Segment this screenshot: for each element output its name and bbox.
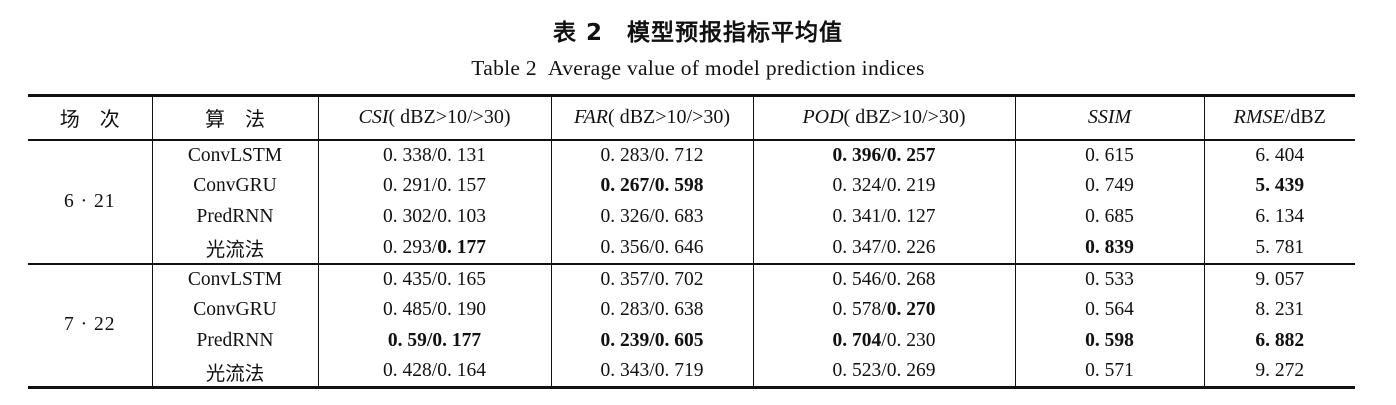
- value-cell: 0. 357/0. 702: [551, 263, 754, 295]
- value-cell: 5. 439: [1255, 175, 1305, 196]
- value-cell: 6. 882: [1255, 330, 1305, 351]
- column-header: FAR( dBZ>10/>30): [551, 95, 754, 141]
- value-cell: 0. 343/0. 719: [551, 356, 754, 388]
- table-row: ConvGRU 0. 291/0. 157 0. 267/0. 598 0. 324/…: [28, 170, 1355, 202]
- column-header: SSIM: [1015, 95, 1205, 141]
- value-cell: 0. 428/0. 164: [318, 356, 552, 388]
- value-cell: 0. 59/0. 177: [318, 325, 552, 357]
- table-caption-zh: 表 2 模型预报指标平均值: [552, 20, 843, 46]
- table-row: ConvGRU 0. 485/0. 190 0. 283/0. 638 0. 578/…: [28, 294, 1355, 326]
- column-header: POD( dBZ>10/>30): [753, 95, 1016, 141]
- value-cell: 0. 347/0. 226: [753, 232, 1016, 265]
- table-caption-en: Table 2 Average value of model predictio…: [471, 56, 925, 80]
- indices-table: 场 次算 法 CSI( dBZ>10/>30) FAR( dBZ>10/>30) PO…: [28, 94, 1355, 389]
- column-header: 场 次: [28, 95, 153, 141]
- value-cell: 6. 404: [1255, 144, 1305, 166]
- value-cell: 0. 283/0. 712: [551, 139, 754, 171]
- value-cell: 6. 134: [1255, 206, 1305, 227]
- algorithm-cell: PredRNN: [152, 325, 319, 357]
- value-cell: 0. 615: [1015, 139, 1205, 171]
- value-cell: 0. 341/0. 127: [753, 201, 1016, 233]
- value-cell: 0. 338/0. 131: [318, 139, 552, 171]
- value-cell: 9. 057: [1255, 268, 1305, 290]
- algorithm-cell: ConvLSTM: [152, 263, 319, 295]
- table-row: 光流法 0. 428/0. 164 0. 343/0. 719 0. 523/0. 2…: [28, 356, 1355, 388]
- value-cell: 0. 546/0. 268: [753, 263, 1016, 295]
- column-header: RMSE/dBZ: [1204, 95, 1355, 141]
- value-cell: 0. 523/0. 269: [753, 356, 1016, 388]
- value-cell: 8. 231: [1255, 299, 1305, 320]
- algorithm-cell: PredRNN: [152, 201, 319, 233]
- event-label-cell: 7 · 22: [28, 263, 153, 388]
- value-cell: 0. 749: [1015, 170, 1205, 202]
- value-cell: 0. 435/0. 165: [318, 263, 552, 295]
- value-cell: 0. 685: [1015, 201, 1205, 233]
- algorithm-cell: ConvGRU: [152, 294, 319, 326]
- table-row: 光流法 0. 293/0. 177 0. 356/0. 646 0. 347/0. 2…: [28, 232, 1355, 265]
- value-cell: 0. 239/0. 605: [551, 325, 754, 357]
- value-cell: 9. 272: [1255, 360, 1305, 382]
- value-cell: 0. 578/0. 270: [753, 294, 1016, 326]
- value-cell: 0. 704/0. 230: [753, 325, 1016, 357]
- table-header: 场 次算 法 CSI( dBZ>10/>30) FAR( dBZ>10/>30) PO…: [28, 95, 1355, 141]
- column-header: 算 法: [152, 95, 319, 141]
- value-cell: 0. 533: [1015, 263, 1205, 295]
- algorithm-cell: 光流法: [152, 232, 319, 265]
- value-cell: 0. 571: [1015, 356, 1205, 388]
- event-label-cell: 6 · 21: [28, 139, 153, 265]
- value-cell: 5. 781: [1204, 232, 1355, 265]
- value-cell: 0. 324/0. 219: [753, 170, 1016, 202]
- algorithm-cell: ConvLSTM: [152, 139, 319, 171]
- value-cell: 0. 839: [1015, 232, 1205, 265]
- column-header: CSI( dBZ>10/>30): [318, 95, 552, 141]
- table-row: PredRNN 0. 59/0. 177 0. 239/0. 605 0. 704/0…: [28, 325, 1355, 357]
- value-cell: 0. 267/0. 598: [551, 170, 754, 202]
- table-body: 6 · 21 ConvLSTM 0. 338/0. 131 0. 283/0. 712…: [28, 139, 1355, 388]
- value-cell: 0. 396/0. 257: [753, 139, 1016, 171]
- header-row: 场 次算 法 CSI( dBZ>10/>30) FAR( dBZ>10/>30) PO…: [28, 95, 1355, 141]
- value-cell: 0. 291/0. 157: [318, 170, 552, 202]
- value-cell: 0. 302/0. 103: [318, 201, 552, 233]
- table-row: 6 · 21 ConvLSTM 0. 338/0. 131 0. 283/0. 712…: [28, 139, 1355, 265]
- value-cell: 0. 283/0. 638: [551, 294, 754, 326]
- value-cell: 0. 293/0. 177: [318, 232, 552, 265]
- value-cell: 0. 598: [1015, 325, 1205, 357]
- value-cell: 0. 485/0. 190: [318, 294, 552, 326]
- value-cell: 0. 326/0. 683: [551, 201, 754, 233]
- value-cell: 0. 356/0. 646: [551, 232, 754, 265]
- algorithm-cell: 光流法: [152, 356, 319, 388]
- algorithm-cell: ConvGRU: [152, 170, 319, 202]
- table-row: 7 · 22 ConvLSTM 0. 435/0. 165 0. 357/0. 702…: [28, 263, 1355, 388]
- value-cell: 0. 564: [1015, 294, 1205, 326]
- table-row: PredRNN 0. 302/0. 103 0. 326/0. 683 0. 341/…: [28, 201, 1355, 233]
